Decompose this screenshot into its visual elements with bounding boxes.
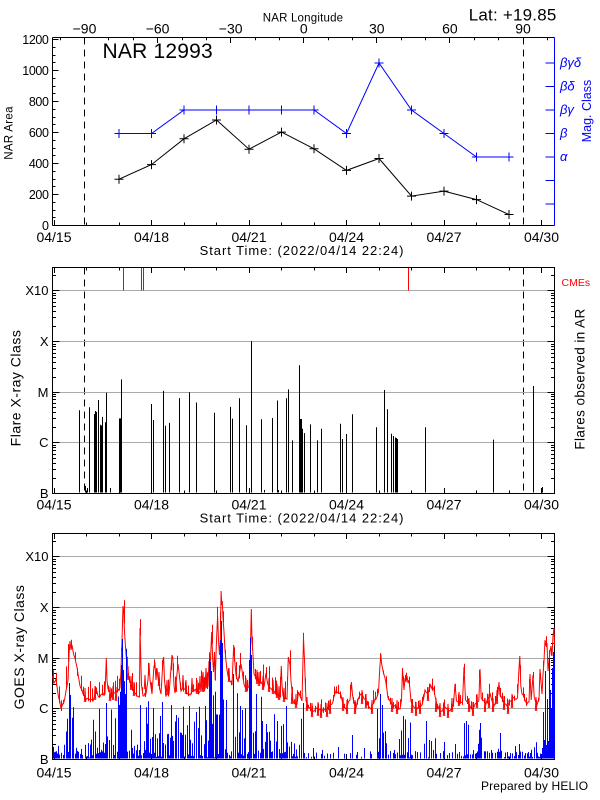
svg-text:β: β	[559, 126, 568, 141]
svg-text:04/21: 04/21	[231, 496, 266, 512]
svg-text:−60: −60	[146, 21, 170, 37]
svg-text:04/15: 04/15	[36, 764, 71, 780]
svg-text:04/21: 04/21	[231, 229, 266, 245]
svg-text:04/27: 04/27	[426, 229, 461, 245]
svg-text:04/18: 04/18	[134, 496, 169, 512]
svg-text:Flares observed in AR: Flares observed in AR	[573, 308, 588, 449]
svg-text:04/18: 04/18	[134, 229, 169, 245]
svg-text:X10: X10	[25, 549, 48, 564]
svg-text:α: α	[560, 149, 568, 164]
svg-text:04/18: 04/18	[134, 764, 169, 780]
svg-text:600: 600	[29, 126, 49, 140]
svg-text:04/24: 04/24	[329, 764, 364, 780]
svg-text:Lat: +19.85: Lat: +19.85	[469, 6, 557, 25]
svg-text:200: 200	[29, 188, 49, 202]
svg-text:90: 90	[515, 21, 531, 37]
svg-text:04/30: 04/30	[524, 229, 559, 245]
svg-text:60: 60	[442, 21, 458, 37]
svg-text:0: 0	[300, 21, 308, 37]
svg-text:04/24: 04/24	[329, 496, 364, 512]
svg-text:30: 30	[369, 21, 385, 37]
svg-text:1000: 1000	[22, 64, 49, 78]
svg-text:1200: 1200	[22, 33, 49, 47]
svg-text:βδ: βδ	[559, 79, 575, 94]
svg-text:04/21: 04/21	[231, 764, 266, 780]
svg-text:B: B	[40, 486, 49, 501]
svg-text:04/15: 04/15	[36, 229, 71, 245]
svg-text:βγ: βγ	[559, 102, 575, 117]
svg-text:X10: X10	[25, 283, 48, 298]
svg-text:Start Time: (2022/04/14 22:24): Start Time: (2022/04/14 22:24)	[200, 243, 405, 258]
svg-text:04/27: 04/27	[426, 496, 461, 512]
svg-text:C: C	[39, 435, 48, 450]
svg-text:04/27: 04/27	[426, 764, 461, 780]
svg-text:04/30: 04/30	[524, 764, 559, 780]
svg-text:B: B	[40, 752, 49, 767]
svg-text:GOES X-ray Class: GOES X-ray Class	[11, 585, 27, 710]
svg-text:M: M	[38, 651, 49, 666]
svg-text:04/24: 04/24	[329, 229, 364, 245]
svg-text:04/15: 04/15	[36, 496, 71, 512]
svg-text:C: C	[39, 701, 48, 716]
svg-text:0: 0	[42, 219, 49, 233]
svg-text:−30: −30	[219, 21, 243, 37]
svg-text:400: 400	[29, 157, 49, 171]
svg-text:X: X	[40, 334, 49, 349]
svg-text:Prepared by HELIO: Prepared by HELIO	[481, 779, 588, 793]
svg-text:X: X	[40, 600, 49, 615]
svg-text:M: M	[38, 385, 49, 400]
svg-text:Flare X-ray Class: Flare X-ray Class	[8, 330, 24, 447]
svg-text:04/30: 04/30	[524, 496, 559, 512]
svg-text:NAR Longitude: NAR Longitude	[263, 13, 344, 25]
svg-text:800: 800	[29, 95, 49, 109]
svg-text:Start Time: (2022/04/14 22:24): Start Time: (2022/04/14 22:24)	[200, 511, 405, 526]
svg-text:CMEs: CMEs	[562, 277, 591, 289]
svg-text:NAR Area: NAR Area	[4, 106, 16, 160]
svg-text:NAR 12993: NAR 12993	[103, 40, 213, 63]
svg-text:βγδ: βγδ	[559, 55, 582, 70]
svg-text:−90: −90	[73, 21, 97, 37]
svg-text:Mag. Class: Mag. Class	[580, 80, 594, 143]
